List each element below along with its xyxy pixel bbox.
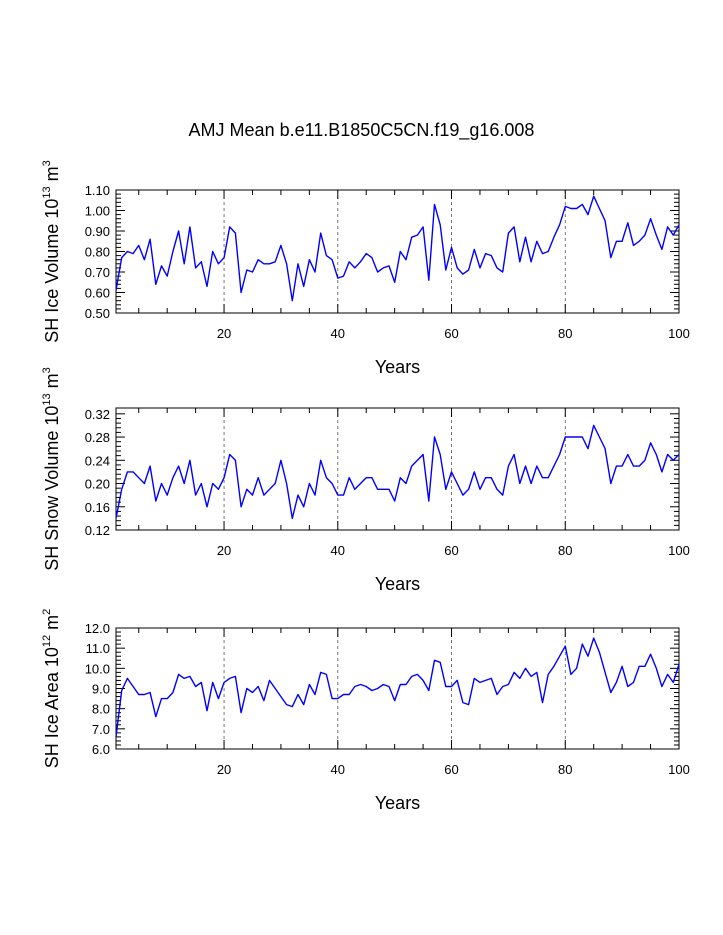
ice-volume-xtick-label: 80 [558, 326, 572, 341]
ice-area-ytick-label: 8.0 [92, 702, 110, 717]
snow-volume-y-axis-label-unit: m [42, 373, 62, 393]
ice-area-y-axis-label-exponent: 12 [41, 635, 53, 647]
ice-area-ytick-label: 10.0 [85, 661, 110, 676]
ice-volume-xtick-label: 60 [444, 326, 458, 341]
ice-volume-ytick-label: 0.90 [85, 224, 110, 239]
snow-volume-y-axis-label-unit-exponent: 3 [41, 367, 53, 373]
ice-volume-xtick-label: 20 [217, 326, 231, 341]
ice-volume-ytick-label: 1.00 [85, 204, 110, 219]
ice-area-plot-frame [115, 627, 680, 750]
page-title: AMJ Mean b.e11.B1850C5CN.f19_g16.008 [188, 120, 535, 140]
snow-volume-ytick-label: 0.24 [85, 453, 110, 468]
snow-volume-ytick-label: 0.20 [85, 477, 110, 492]
ice-volume-xtick-label: 40 [331, 326, 345, 341]
snow-volume-ytick-label: 0.12 [85, 523, 110, 538]
snow-volume-xtick-label: 60 [444, 543, 458, 558]
snow-volume-xtick-label: 40 [331, 543, 345, 558]
ice-volume-x-axis-label: Years [375, 357, 420, 377]
snow-volume-xtick-label: 20 [217, 543, 231, 558]
snow-volume-xtick-label: 100 [668, 543, 690, 558]
ice-volume-y-axis-label: SH Ice Volume 1013 m3 [41, 160, 62, 342]
ice-volume-ytick-label: 1.10 [85, 183, 110, 198]
ice-area-series-line [115, 637, 680, 737]
ice-area-xtick-label: 100 [668, 762, 690, 777]
ice-area-ytick-label: 6.0 [92, 742, 110, 757]
snow-volume-ytick-label: 0.28 [85, 430, 110, 445]
ice-volume-plot-frame [115, 189, 680, 314]
ice-volume-xtick-label: 100 [668, 326, 690, 341]
ice-area-y-axis-label-base: SH Ice Area 10 [42, 647, 62, 768]
ice-area-xtick-label: 20 [217, 762, 231, 777]
ice-area-ytick-label: 11.0 [86, 641, 110, 656]
ice-volume-y-axis-label-base: SH Ice Volume 10 [42, 199, 62, 343]
ice-area-x-axis-label: Years [375, 793, 420, 813]
snow-volume-ytick-label: 0.16 [85, 500, 110, 515]
ice-area-ytick-label: 12.0 [85, 621, 110, 636]
ice-volume-ytick-label: 0.80 [85, 245, 110, 260]
ice-volume-y-axis-label-unit: m [42, 166, 62, 186]
ice-area-xtick-label: 80 [558, 762, 572, 777]
snow-volume-xtick-label: 80 [558, 543, 572, 558]
snow-volume-ytick-label: 0.32 [85, 407, 110, 422]
ice-area-y-axis-label: SH Ice Area 1012 m2 [41, 609, 62, 768]
snow-volume-y-axis-label-base: SH Snow Volume 10 [42, 406, 62, 571]
snow-volume-series-line [115, 424, 680, 520]
ice-volume-y-axis-label-exponent: 13 [41, 186, 53, 198]
ice-area-y-axis-label-unit: m [42, 615, 62, 635]
ice-volume-y-axis-label-unit-exponent: 3 [41, 160, 53, 166]
panel-ice-volume: 0.50 0.60 0.70 0.80 0.90 1.00 1.10 20 40 60 80 100 Y… [41, 160, 690, 377]
snow-volume-x-axis-label: Years [375, 574, 420, 594]
ice-area-xtick-label: 40 [331, 762, 345, 777]
snow-volume-y-axis-label-exponent: 13 [41, 393, 53, 405]
panel-ice-area: 6.0 7.0 8.0 9.0 10.0 11.0 12.0 20 40 60 80 100 Years… [41, 609, 690, 813]
ice-volume-ytick-label: 0.50 [85, 306, 110, 321]
ice-volume-series-line [115, 195, 680, 302]
snow-volume-y-axis-label: SH Snow Volume 1013 m3 [41, 367, 62, 570]
snow-volume-plot-frame [115, 407, 680, 531]
ice-area-ytick-label: 7.0 [92, 722, 110, 737]
ice-volume-ytick-label: 0.60 [85, 286, 110, 301]
ice-area-ytick-label: 9.0 [92, 682, 110, 697]
ice-area-y-axis-label-unit-exponent: 2 [41, 609, 53, 615]
ice-volume-ytick-label: 0.70 [85, 265, 110, 280]
panel-snow-volume: 0.12 0.16 0.20 0.24 0.28 0.32 20 40 60 80 100 Years… [41, 367, 690, 594]
ice-area-xtick-label: 60 [444, 762, 458, 777]
